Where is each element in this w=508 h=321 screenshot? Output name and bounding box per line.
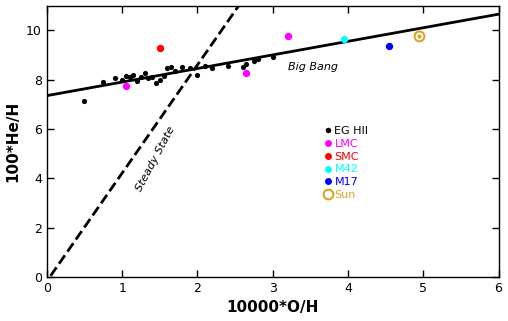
Point: [152, 81, 160, 86]
Point: [416, 34, 424, 39]
Point: [201, 64, 209, 69]
Point: [137, 74, 145, 80]
Point: [171, 68, 179, 74]
Point: [118, 77, 126, 82]
Point: [253, 56, 262, 61]
Point: [122, 83, 130, 88]
Point: [148, 74, 156, 80]
Point: [141, 71, 149, 76]
Point: [242, 71, 250, 76]
Point: [160, 73, 168, 78]
Point: [144, 76, 152, 81]
Point: [111, 76, 119, 81]
Text: Steady State: Steady State: [135, 124, 177, 193]
Point: [340, 36, 348, 41]
Point: [269, 55, 277, 60]
Y-axis label: 100*He/H: 100*He/H: [6, 101, 20, 182]
Point: [238, 65, 246, 70]
Legend: EG HII, LMC, SMC, M42, M17, Sun: EG HII, LMC, SMC, M42, M17, Sun: [321, 122, 373, 204]
Point: [208, 66, 216, 71]
X-axis label: 10000*O/H: 10000*O/H: [227, 300, 319, 316]
Point: [130, 72, 138, 77]
Point: [99, 80, 107, 85]
Point: [283, 34, 292, 39]
Point: [186, 66, 194, 71]
Point: [416, 34, 424, 39]
Point: [133, 78, 141, 83]
Point: [167, 65, 175, 70]
Point: [163, 66, 171, 71]
Point: [155, 77, 164, 82]
Text: Big Bang: Big Bang: [288, 62, 338, 72]
Point: [385, 44, 393, 49]
Point: [80, 98, 88, 103]
Point: [194, 72, 202, 77]
Point: [122, 73, 130, 78]
Point: [242, 61, 250, 66]
Point: [155, 45, 164, 50]
Point: [125, 74, 134, 80]
Point: [224, 64, 232, 69]
Point: [250, 58, 258, 64]
Point: [178, 65, 186, 70]
